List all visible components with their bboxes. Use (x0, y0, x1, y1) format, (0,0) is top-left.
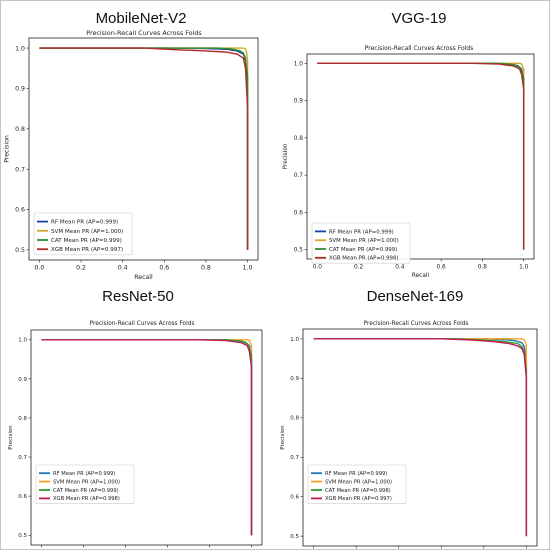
y-tick-label: 1.0 (18, 338, 27, 344)
legend-box (33, 212, 133, 256)
y-tick-label: 0.6 (18, 494, 27, 500)
y-tick-label: 0.8 (15, 126, 25, 133)
plot-area (30, 329, 263, 546)
y-tick-label: 0.9 (290, 376, 299, 382)
legend: RF Mean PR (AP=0.999) SVM Mean PR (AP=1.0… (307, 464, 407, 504)
y-tick-label: 0.8 (290, 416, 299, 422)
y-tick-label: 0.7 (15, 166, 25, 173)
series-group (41, 339, 253, 536)
legend-entry-label: CAT Mean PR (AP=0.999) (329, 247, 397, 253)
series-group (317, 62, 525, 250)
chart-title: Precision-Recall Curves Across Folds (90, 321, 195, 327)
y-tick-label: 1.0 (294, 61, 304, 67)
legend-box (311, 222, 411, 264)
panel-model-name: DenseNet-169 (367, 288, 464, 305)
legend-entry-label: XGB Mean PR (AP=0.998) (329, 256, 399, 262)
x-tick-label: 0.8 (478, 264, 488, 270)
series-line-4 (313, 338, 528, 537)
y-tick-label: 0.5 (15, 247, 25, 254)
chart-panel-resnet-50: ResNet-50 Precision-Recall Curves Across … (8, 288, 263, 548)
legend-entry-label: RF Mean PR (AP=0.999) (51, 220, 118, 226)
chart-panel-mobilenet-v2: MobileNet-V2 Precision-Recall Curves Acro… (3, 10, 259, 281)
y-tick-label: 1.0 (15, 45, 25, 52)
panel-model-name: MobileNet-V2 (96, 10, 187, 27)
y-tick-label: 0.6 (15, 207, 25, 214)
y-tick-label: 0.5 (290, 534, 299, 540)
chart-panel-vgg-19: VGG-19 Precision-Recall Curves Across Fol… (283, 10, 535, 279)
y-tick-label: 1.0 (290, 337, 299, 343)
y-tick-label: 0.9 (294, 99, 304, 105)
plot-area (302, 328, 538, 547)
y-axis-label: Precision (280, 425, 286, 450)
x-tick-label: 0.6 (437, 264, 447, 270)
x-tick-label: 0.4 (395, 264, 405, 270)
legend: RF Mean PR (AP=0.999) SVM Mean PR (AP=1.0… (35, 464, 135, 504)
series-line-4 (39, 47, 249, 250)
x-tick-label: 0.6 (159, 265, 169, 272)
y-tick-label: 0.7 (290, 455, 299, 461)
y-tick-label: 0.6 (290, 495, 299, 501)
x-tick-label: 0.2 (76, 265, 86, 272)
y-tick-label: 0.9 (18, 377, 27, 383)
legend-entry-label: RF Mean PR (AP=0.999) (53, 471, 115, 477)
series-line-4 (41, 339, 253, 536)
panel-model-name: VGG-19 (391, 10, 446, 27)
y-tick-label: 0.7 (294, 173, 304, 179)
legend-entry-label: XGB Mean PR (AP=0.997) (51, 247, 123, 253)
legend-entry-label: SVM Mean PR (AP=1.000) (51, 229, 123, 235)
x-axis-label: Recall (134, 274, 153, 281)
y-tick-label: 0.6 (294, 210, 304, 216)
legend: RF Mean PR (AP=0.999) SVM Mean PR (AP=1.0… (311, 222, 411, 264)
y-axis-label: Precision (283, 143, 289, 169)
y-tick-label: 0.8 (294, 136, 304, 142)
legend-entry-label: SVM Mean PR (AP=1.000) (329, 238, 399, 244)
legend-entry-label: CAT Mean PR (AP=0.999) (53, 488, 119, 494)
x-tick-label: 0.0 (313, 264, 323, 270)
legend-entry-label: SVM Mean PR (AP=1.000) (53, 479, 120, 485)
chart-title: Precision-Recall Curves Across Folds (86, 29, 202, 37)
x-tick-label: 0.0 (34, 265, 44, 272)
x-tick-label: 1.0 (243, 265, 253, 272)
y-axis-label: Precision (3, 135, 10, 163)
y-tick-label: 0.5 (294, 248, 304, 254)
legend-entry-label: SVM Mean PR (AP=1.000) (325, 479, 392, 485)
legend-entry-label: RF Mean PR (AP=0.999) (329, 229, 394, 235)
legend-box (307, 464, 407, 504)
chart-panel-densenet-169: DenseNet-169 Precision-Recall Curves Acro… (280, 288, 538, 549)
chart-title: Precision-Recall Curves Across Folds (365, 45, 473, 52)
series-line-3 (317, 62, 525, 250)
legend-entry-label: RF Mean PR (AP=0.999) (325, 471, 387, 477)
y-tick-label: 0.8 (18, 416, 27, 422)
series-group (313, 338, 528, 537)
series-group (39, 47, 249, 250)
x-tick-label: 0.4 (118, 265, 128, 272)
legend: RF Mean PR (AP=0.999) SVM Mean PR (AP=1.0… (33, 212, 133, 256)
chart-title: Precision-Recall Curves Across Folds (364, 321, 469, 327)
x-tick-label: 1.0 (519, 264, 529, 270)
y-tick-label: 0.9 (15, 86, 25, 93)
legend-box (35, 464, 135, 504)
panel-model-name: ResNet-50 (102, 288, 174, 305)
y-tick-label: 0.7 (18, 455, 27, 461)
series-line-3 (39, 47, 249, 250)
legend-entry-label: CAT Mean PR (AP=0.999) (51, 238, 122, 244)
legend-entry-label: XGB Mean PR (AP=0.997) (325, 496, 392, 502)
y-tick-label: 0.5 (18, 533, 27, 539)
x-tick-label: 0.8 (201, 265, 211, 272)
y-axis-label: Precision (8, 425, 14, 450)
x-tick-label: 0.2 (354, 264, 364, 270)
series-line-4 (317, 62, 525, 250)
legend-entry-label: XGB Mean PR (AP=0.998) (53, 496, 120, 502)
legend-entry-label: CAT Mean PR (AP=0.998) (325, 488, 391, 494)
x-axis-label: Recall (412, 273, 430, 279)
series-line-3 (41, 339, 253, 536)
